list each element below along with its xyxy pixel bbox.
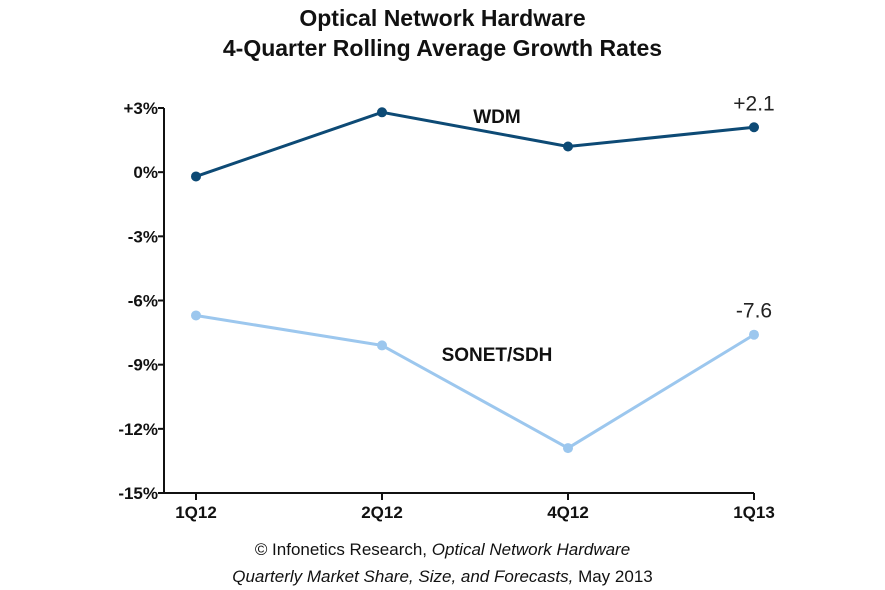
data-point [377, 107, 387, 118]
y-tick-label: -12% [118, 420, 158, 439]
source-report-subtitle: Quarterly Market Share, Size, and Foreca… [232, 567, 574, 586]
y-tick-label: -6% [128, 292, 158, 311]
data-point [191, 310, 201, 321]
series-line-sonetsdh [195, 313, 755, 450]
chart-title-line-2: 4-Quarter Rolling Average Growth Rates [222, 35, 663, 61]
data-point [749, 122, 759, 133]
data-point [377, 340, 387, 351]
series-label: SONET/SDH [442, 345, 553, 366]
source-prefix: © Infonetics Research, [254, 540, 432, 559]
series-line-wdm [195, 110, 755, 178]
x-tick-label: 4Q12 [547, 503, 589, 522]
y-tick-label: -3% [128, 227, 158, 246]
data-label: +2.1 [733, 92, 774, 115]
y-tick-label: -15% [118, 484, 158, 503]
chart-title-line-1: Optical Network Hardware [299, 5, 586, 31]
y-tick-label: -9% [128, 356, 158, 375]
source-report-title: Optical Network Hardware [431, 540, 631, 559]
data-point [563, 141, 573, 152]
chart-title: Optical Network Hardware 4-Quarter Rolli… [0, 3, 885, 63]
y-tick-label: +3% [124, 99, 159, 118]
data-label: -7.6 [736, 300, 772, 323]
data-point [749, 329, 759, 340]
y-tick-label: 0% [133, 163, 158, 182]
x-tick-label: 1Q12 [175, 503, 217, 522]
data-point [563, 443, 573, 454]
data-point [191, 171, 201, 182]
x-tick-label: 1Q13 [733, 503, 775, 522]
series-label: WDM [473, 107, 520, 128]
x-tick-label: 2Q12 [361, 503, 403, 522]
source-note: © Infonetics Research, Optical Network H… [0, 536, 885, 590]
source-date: May 2013 [573, 567, 653, 586]
